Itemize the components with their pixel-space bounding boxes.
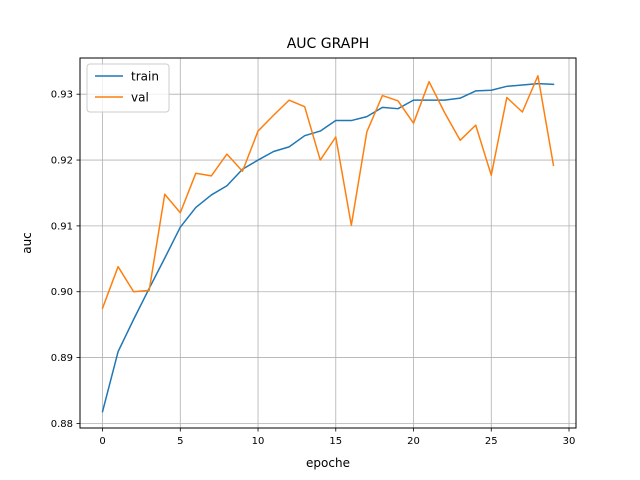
x-tick-label: 30	[563, 436, 576, 447]
grid	[80, 58, 576, 428]
x-axis-label: epoche	[306, 456, 350, 470]
chart-title: AUC GRAPH	[287, 36, 370, 52]
series-line-val	[101, 75, 555, 310]
legend-label-train: train	[131, 70, 159, 84]
y-tick-label: 0.89	[51, 353, 73, 364]
x-tick-label: 15	[329, 436, 342, 447]
legend: train val	[86, 63, 170, 113]
y-tick-label: 0.92	[51, 156, 73, 167]
series-line-train	[101, 82, 555, 413]
x-tick-label: 25	[485, 436, 498, 447]
y-tick-label: 0.93	[51, 90, 73, 101]
axes: 0 5 10 15 20 25 30 0.88 0.89 0.90 0.91 0.92 0.93	[51, 90, 576, 447]
legend-label-val: val	[131, 91, 149, 105]
y-tick-label: 0.90	[51, 287, 73, 298]
y-tick-label: 0.88	[51, 419, 73, 430]
x-tick-label: 10	[252, 436, 265, 447]
series-lines	[101, 75, 555, 413]
y-axis-label: auc	[20, 232, 34, 254]
plot-frame	[79, 57, 577, 429]
y-tick-label: 0.91	[51, 221, 73, 232]
x-tick-label: 5	[177, 436, 183, 447]
x-tick-label: 0	[99, 436, 105, 447]
x-tick-label: 20	[407, 436, 420, 447]
